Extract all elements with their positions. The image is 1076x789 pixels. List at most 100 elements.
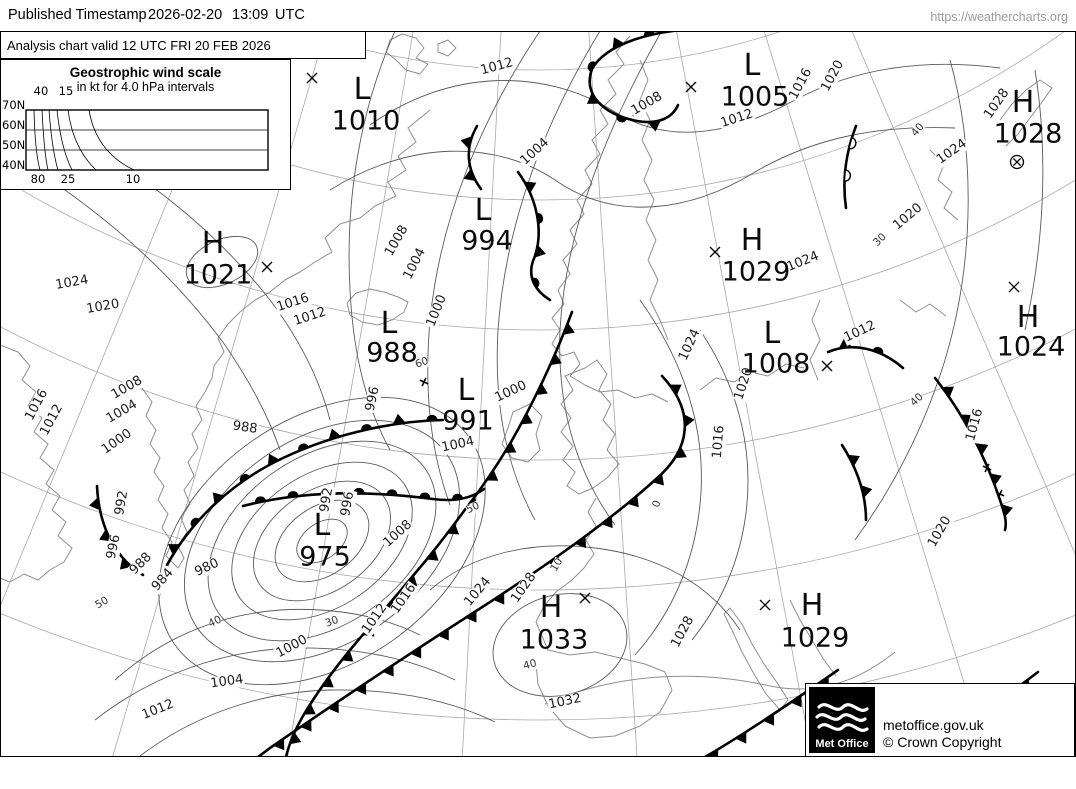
cold-front-triangle	[289, 732, 302, 745]
cold-front-triangle	[976, 443, 989, 456]
occluded-front	[588, 32, 680, 124]
wind-scale-title: Geostrophic wind scale	[69, 65, 222, 80]
cold-front-triangle	[212, 492, 225, 505]
warm-front-semicircle	[644, 32, 655, 37]
front-symbols	[88, 32, 1030, 756]
center-mark-x	[821, 360, 833, 372]
warm-front-semicircle	[287, 491, 299, 498]
wind-scale-curves	[33, 109, 135, 171]
cold-front-triangle	[942, 386, 954, 398]
center-mark-x	[261, 261, 273, 273]
center-mark-circle-x	[1009, 154, 1025, 170]
warm-front-semicircle	[848, 136, 857, 150]
coast-ireland	[501, 403, 543, 463]
occluded-front	[165, 418, 445, 567]
warm-front-weakening	[843, 124, 858, 210]
wind-scale-diagram	[25, 109, 269, 171]
wind-scale-subtitle: in kt for 4.0 hPa intervals	[76, 80, 215, 94]
cold-front-triangle	[273, 738, 285, 751]
cold-front	[840, 443, 868, 522]
pressure-center-value-1024: 1024	[996, 331, 1066, 363]
center-mark-x	[759, 599, 771, 611]
published-date: 2026-02-20	[148, 7, 223, 23]
pressure-center-value-1029: 1029	[780, 622, 850, 654]
frontolysis-plus-mark	[995, 489, 1005, 499]
warm-front-semicircle	[426, 414, 438, 421]
occluded-front	[516, 170, 552, 302]
cold-front-triangle	[848, 454, 860, 467]
met-office-logo-text: Met Office	[815, 738, 869, 750]
wind-scale-speed-80: 80	[30, 172, 46, 186]
branding-box: Met Office metoffice.gov.uk © Crown Copy…	[805, 683, 1075, 757]
cold-front-triangle	[550, 353, 562, 366]
pressure-center-letter-L-988: L	[380, 306, 398, 341]
cold-front	[704, 668, 840, 756]
pressure-center-value-1033: 1033	[519, 624, 589, 656]
warm-front-semicircle	[872, 346, 884, 355]
cold-front-triangle	[355, 682, 367, 695]
center-mark-x	[709, 246, 721, 258]
cold-front-triangle	[652, 473, 664, 486]
pressure-center-letter-H-1029: H	[740, 223, 764, 258]
wind-scale-lat-40N: 40N	[2, 158, 26, 172]
pressure-center-letter-H-1024: H	[1016, 300, 1040, 335]
cold-front-triangle	[674, 446, 687, 459]
cold-front-triangle	[586, 92, 599, 104]
cold-front-triangle	[486, 469, 499, 481]
cold-front-triangle	[437, 628, 449, 641]
pressure-center-letter-L-1010: L	[353, 72, 371, 107]
cold-front-triangle	[410, 646, 422, 659]
cold-front-triangle	[860, 485, 873, 498]
wind-scale-speed-25: 25	[60, 172, 76, 186]
wind-scale-box: Geostrophic wind scale in kt for 4.0 hPa…	[0, 59, 291, 190]
cold-front-triangle	[382, 664, 394, 677]
cold-front-triangle	[520, 412, 533, 425]
wind-scale-speed-40: 40	[33, 84, 49, 98]
cold-front-triangle	[735, 731, 747, 744]
coast-svalbard	[385, 33, 457, 75]
source-url-link[interactable]: https://weathercharts.org	[930, 10, 1068, 24]
cold-front-triangle	[392, 413, 406, 425]
warm-front-semicircle	[361, 424, 373, 431]
cold-front-triangle	[536, 383, 548, 396]
crown-copyright: © Crown Copyright	[883, 734, 1002, 750]
center-mark-x	[579, 592, 591, 604]
published-tz: UTC	[275, 7, 305, 23]
warm-front-semicircle	[587, 61, 597, 72]
page-header: Published Timestamp 2026-02-20 13:09 UTC…	[0, 0, 1076, 31]
cold-front-triangle	[460, 136, 472, 149]
cold-front-triangle	[647, 120, 661, 132]
warm-front-semicircle	[298, 443, 309, 452]
published-time: 13:09	[232, 7, 269, 23]
warm-front-semicircle	[536, 213, 544, 225]
coast-north-africa	[544, 651, 896, 705]
cold-front-triangle	[463, 168, 476, 181]
warm-front-semicircle	[386, 489, 398, 496]
cold-front-triangle	[300, 719, 312, 732]
wind-scale-speed-15: 15	[58, 84, 74, 98]
pressure-center-value-1005: 1005	[720, 81, 790, 113]
isobar-label-1016: 1016	[709, 423, 728, 461]
pressure-center-letter-L-991: L	[457, 373, 475, 408]
warm-front-semicircle	[616, 114, 628, 123]
cold-front-triangle	[669, 384, 682, 396]
pressure-center-letter-H-1029: H	[800, 588, 824, 623]
cold-front-triangle	[990, 473, 1002, 486]
cold-front-triangle	[303, 703, 316, 715]
cold-front-triangle	[167, 544, 180, 556]
cold-front	[257, 374, 687, 756]
cold-front-triangle	[328, 428, 342, 440]
met-office-waves-icon	[815, 703, 869, 732]
met-office-logo: Met Office	[809, 687, 875, 753]
pressure-center-letter-H-1033: H	[539, 590, 563, 625]
analysis-title-box: Analysis chart valid 12 UTC FRI 20 FEB 2…	[0, 31, 366, 59]
pressure-center-letter-L-994: L	[474, 193, 492, 228]
pressure-center-value-994: 994	[461, 225, 513, 257]
center-mark-x	[306, 72, 318, 84]
chart-canvas	[1, 32, 1075, 756]
cold-front-triangle	[563, 322, 575, 335]
cold-front-triangle	[627, 495, 639, 508]
met-office-site[interactable]: metoffice.gov.uk	[883, 717, 984, 733]
wind-scale-lat-70N: 70N	[2, 98, 26, 112]
coast-iceland	[346, 288, 409, 326]
